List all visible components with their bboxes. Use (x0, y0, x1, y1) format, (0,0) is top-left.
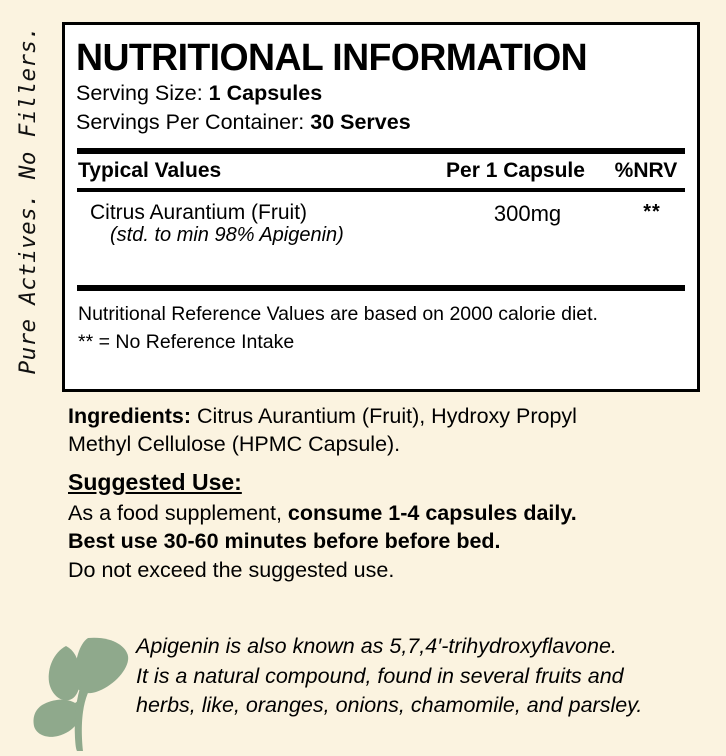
table-row: Citrus Aurantium (Fruit) (std. to min 98… (76, 192, 686, 247)
ingredient-nrv: ** (643, 201, 661, 224)
side-slogan-text: Pure Actives. No Fillers. (15, 25, 41, 375)
column-header-nrv: %NRV (614, 159, 678, 183)
page-title: NUTRITIONAL INFORMATION (76, 37, 588, 79)
ingredient-name: Citrus Aurantium (Fruit) (90, 201, 308, 225)
ingredients-line-2: Methyl Cellulose (HPMC Capsule). (68, 432, 401, 457)
panel-inner: NUTRITIONAL INFORMATION Serving Size: 1 … (65, 39, 697, 357)
serving-size-value: 1 Capsules (208, 81, 323, 105)
servings-per-container-label: Servings Per Container: (76, 109, 305, 134)
servings-per-container-value: 30 Serves (310, 109, 411, 134)
table-top-rule (77, 148, 685, 155)
suggested-use-bold-1: consume 1-4 capsules daily. (287, 500, 577, 525)
footnote-block: Nutritional Reference Values are based o… (76, 291, 686, 357)
body-copy: Ingredients: Citrus Aurantium (Fruit), H… (68, 402, 718, 584)
column-header-typical-values: Typical Values (78, 159, 222, 183)
suggested-use-bold-2: Best use 30-60 minutes before before bed… (68, 529, 501, 554)
leaf-sprig-icon (33, 637, 129, 751)
footnote-no-reference-intake: ** = No Reference Intake (78, 331, 295, 354)
suggested-use-line-2: Best use 30-60 minutes before before bed… (68, 527, 718, 555)
table-header-row: Typical Values Per 1 Capsule %NRV (76, 154, 686, 188)
table-bottom-rule (77, 285, 685, 292)
suggested-use-plain-1: As a food supplement, (68, 500, 288, 525)
apigenin-note-line-2: It is a natural compound, found in sever… (136, 663, 624, 688)
bottom-note: Apigenin is also known as 5,7,4′-trihydr… (30, 628, 726, 752)
ingredients-line-1: Ingredients: Citrus Aurantium (Fruit), H… (68, 402, 718, 430)
serving-size-line: Serving Size: 1 Capsules (76, 79, 686, 108)
suggested-use-line-1: As a food supplement, consume 1-4 capsul… (68, 499, 718, 527)
suggested-use-heading: Suggested Use: (68, 468, 242, 495)
table-header-underline (77, 188, 685, 193)
column-header-per-capsule: Per 1 Capsule (446, 159, 585, 183)
apigenin-note-line-1: Apigenin is also known as 5,7,4′-trihydr… (136, 634, 617, 658)
ingredients-block: Ingredients: Citrus Aurantium (Fruit), H… (68, 402, 718, 459)
ingredient-standardisation: (std. to min 98% Apigenin) (110, 224, 344, 247)
suggested-use-line-3: Do not exceed the suggested use. (68, 557, 395, 582)
ingredient-amount: 300mg (493, 201, 562, 227)
ingredient-name-cell: Citrus Aurantium (Fruit) (std. to min 98… (78, 201, 435, 247)
side-slogan: Pure Actives. No Fillers. (0, 0, 56, 400)
ingredients-text-1: Citrus Aurantium (Fruit), Hydroxy Propyl (191, 404, 577, 428)
nutrition-information-panel: NUTRITIONAL INFORMATION Serving Size: 1 … (62, 22, 700, 392)
footnote-reference-values: Nutritional Reference Values are based o… (78, 303, 598, 326)
serving-size-label: Serving Size: (76, 81, 203, 105)
apigenin-note-line-3: herbs, like, oranges, onions, chamomile,… (136, 693, 643, 718)
ingredients-label: Ingredients: (68, 404, 192, 428)
servings-per-container-line: Servings Per Container: 30 Serves (76, 108, 686, 137)
apigenin-note: Apigenin is also known as 5,7,4′-trihydr… (134, 628, 726, 721)
